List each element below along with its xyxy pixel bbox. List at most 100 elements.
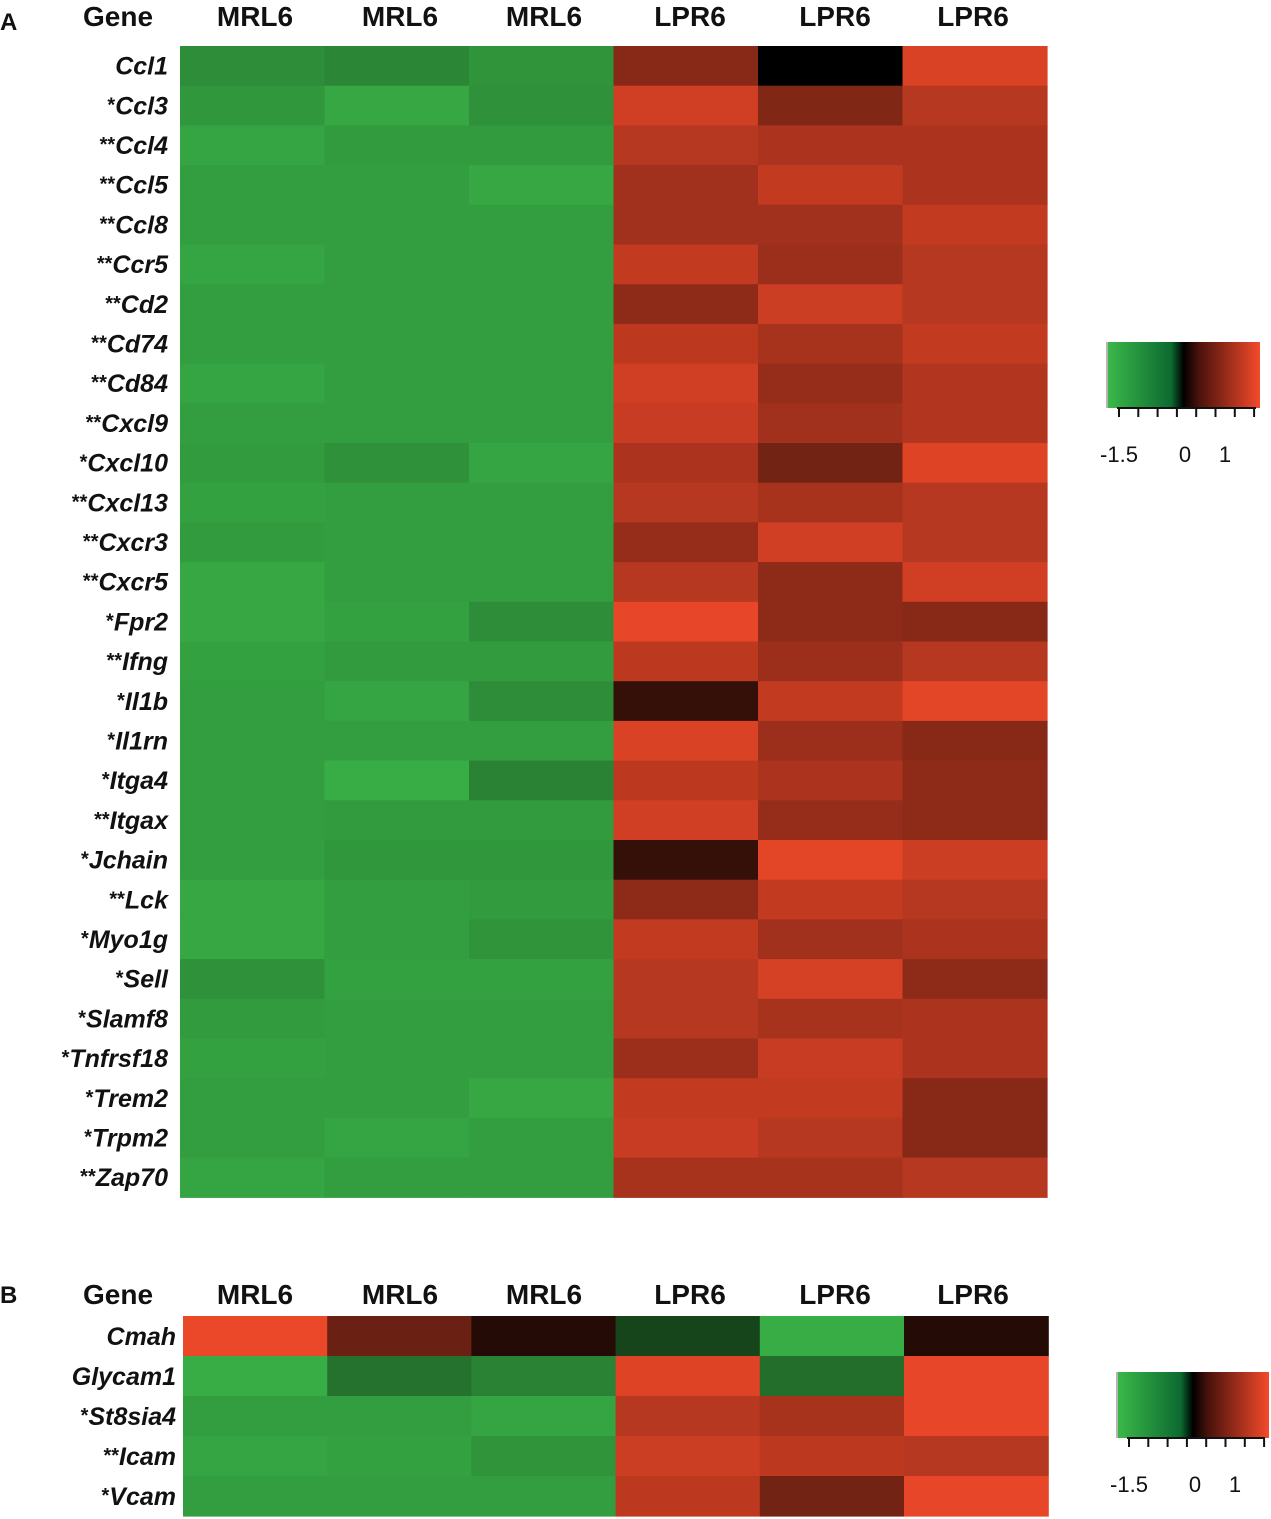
legend-tick-label: 0 — [1179, 442, 1191, 467]
heatmap-cell — [469, 284, 615, 325]
heatmap-cell — [327, 1436, 472, 1477]
heatmap-cell — [469, 959, 615, 1000]
heatmap-cell — [758, 244, 904, 285]
heatmap-cell — [615, 1356, 761, 1397]
heatmap-cell — [904, 1356, 1049, 1397]
significance-marker: ** — [83, 531, 99, 553]
heatmap-cell — [324, 522, 470, 563]
legend-tick-label: 0 — [1189, 1472, 1201, 1497]
heatmap-cell — [613, 403, 759, 444]
significance-marker: ** — [107, 650, 123, 672]
heatmap-cell — [324, 204, 470, 246]
heatmap-cell — [902, 85, 1048, 126]
row-label: *Ccl3 — [107, 92, 168, 120]
gene-name: Cd84 — [107, 370, 168, 398]
heatmap-cell — [469, 998, 615, 1040]
gene-name: Itgax — [110, 807, 169, 835]
significance-marker: ** — [105, 293, 121, 315]
column-header: LPR6 — [654, 1279, 726, 1310]
row-label: **Cxcl9 — [86, 410, 168, 438]
heatmap-cell — [758, 760, 904, 801]
heatmap-cell — [904, 1316, 1049, 1357]
heatmap-cell — [758, 959, 904, 1000]
heatmap-cell — [902, 720, 1048, 762]
heatmap-cell — [902, 204, 1048, 246]
heatmap-cell — [469, 681, 615, 722]
significance-marker: * — [78, 1007, 86, 1029]
heatmap-cell — [469, 840, 615, 881]
heatmap-cell — [180, 85, 326, 126]
gene-name: Zap70 — [95, 1164, 168, 1192]
heatmap-cell — [469, 800, 615, 841]
row-label: **Ccl8 — [100, 211, 168, 239]
gene-name: St8sia4 — [88, 1403, 176, 1431]
heatmap-cell — [758, 1117, 904, 1159]
heatmap-cell — [180, 323, 326, 365]
heatmap-cell — [180, 1038, 326, 1079]
heatmap-cell — [327, 1356, 472, 1397]
column-header: MRL6 — [506, 1279, 582, 1310]
row-label: *Slamf8 — [78, 1005, 168, 1033]
heatmap-cell — [758, 125, 904, 166]
heatmap-cell — [613, 601, 759, 643]
row-label: **Cxcl13 — [72, 489, 168, 517]
heatmap-cell — [324, 1038, 470, 1079]
heatmap-cell — [180, 363, 326, 404]
gene-name: Cxcr3 — [99, 529, 169, 557]
heatmap-cell — [324, 125, 470, 166]
heatmap-cell — [180, 601, 326, 643]
heatmap-cell — [758, 46, 904, 87]
heatmap-cell — [471, 1316, 617, 1357]
heatmap-cell — [469, 879, 615, 920]
significance-marker: * — [84, 1126, 92, 1148]
column-header: MRL6 — [217, 1, 293, 32]
row-label: *Sell — [116, 966, 169, 994]
heatmap-cell — [613, 720, 759, 762]
heatmap-cell — [758, 681, 904, 722]
gene-name: Fpr2 — [114, 608, 168, 636]
legend-tick-label: 1 — [1219, 442, 1231, 467]
heatmap-cell — [615, 1396, 761, 1437]
significance-marker: * — [81, 849, 89, 871]
gene-name: Icam — [119, 1443, 176, 1471]
column-header: LPR6 — [799, 1, 871, 32]
heatmap-cell — [324, 363, 470, 404]
heatmap-cell — [324, 1078, 470, 1119]
gene-name: Myo1g — [89, 926, 168, 954]
heatmap-cell — [183, 1436, 328, 1477]
row-label: **Icam — [103, 1443, 176, 1471]
heatmap-cell — [902, 840, 1048, 881]
heatmap-cell — [902, 46, 1048, 87]
heatmap-cell — [758, 363, 904, 404]
heatmap-cell — [180, 284, 326, 325]
heatmap-cell — [469, 1117, 615, 1159]
gene-column-header: Gene — [83, 1, 153, 32]
heatmap-cell — [758, 562, 904, 603]
heatmap-cell — [613, 760, 759, 801]
row-label: *Trpm2 — [84, 1124, 168, 1152]
heatmap-cell — [469, 125, 615, 166]
heatmap-cell — [180, 125, 326, 166]
heatmap-cell — [324, 800, 470, 841]
heatmap-cell — [180, 244, 326, 285]
row-label: **Itgax — [94, 807, 169, 835]
row-label: **Cxcr5 — [83, 569, 169, 597]
heatmap-cell — [183, 1356, 328, 1397]
heatmap-cell — [180, 840, 326, 881]
row-label: **Zap70 — [80, 1164, 168, 1192]
heatmap-cell — [613, 641, 759, 682]
heatmap-cell — [183, 1476, 328, 1517]
heatmap-cell — [327, 1316, 472, 1357]
heatmap-cell — [613, 879, 759, 920]
heatmap-cell — [324, 85, 470, 126]
color-legend-bar — [1117, 1372, 1269, 1438]
heatmap-cell — [902, 601, 1048, 643]
gene-name: Il1b — [125, 688, 168, 716]
significance-marker: ** — [109, 888, 125, 910]
heatmap-cell — [324, 562, 470, 603]
heatmap-cell — [324, 760, 470, 801]
heatmap-cell — [613, 125, 759, 166]
gene-name: Sell — [124, 966, 170, 994]
heatmap-cell — [902, 363, 1048, 404]
heatmap-cell — [758, 800, 904, 841]
